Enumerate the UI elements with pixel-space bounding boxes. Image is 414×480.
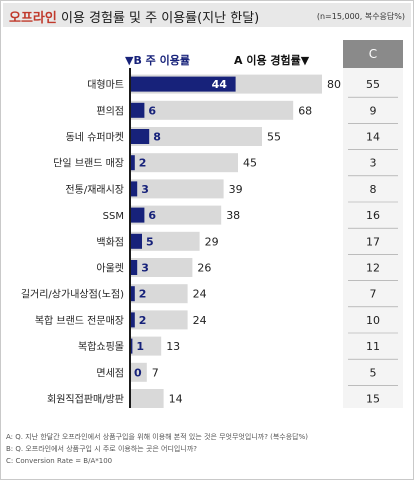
b-bar xyxy=(130,260,138,275)
category-label: 길거리/상가내상점(노점) xyxy=(21,288,124,301)
a-value-label: 68 xyxy=(298,104,312,117)
category-label: 전통/재래시장 xyxy=(65,184,124,196)
a-bar xyxy=(130,389,164,408)
a-bar xyxy=(130,258,193,277)
a-value-label: 55 xyxy=(267,131,281,144)
c-value-label: 12 xyxy=(366,262,380,275)
a-value-label: 80 xyxy=(327,78,341,91)
a-value-label: 7 xyxy=(152,366,159,379)
a-bar xyxy=(130,336,162,356)
a-value-label: 13 xyxy=(166,340,180,353)
category-label: SSM xyxy=(103,211,124,222)
c-value-label: 17 xyxy=(366,235,380,248)
a-bar xyxy=(130,179,224,199)
b-value-label: 2 xyxy=(139,157,147,170)
footer-notes: A: Q. 지난 한달간 오프라인에서 상품구입을 위해 이용해 본적 있는 것… xyxy=(6,431,308,467)
b-value-label: 8 xyxy=(153,131,161,144)
footer-note-a: A: Q. 지난 한달간 오프라인에서 상품구입을 위해 이용해 본적 있는 것… xyxy=(6,433,309,441)
b-bar xyxy=(130,102,145,118)
c-value-label: 11 xyxy=(366,340,380,353)
category-label: 회원직접판매/방판 xyxy=(47,394,124,406)
b-value-label: 2 xyxy=(139,288,147,301)
a-bar xyxy=(130,310,188,330)
c-value-label: 15 xyxy=(366,393,380,406)
c-value-label: 16 xyxy=(366,209,380,222)
a-value-label: 24 xyxy=(193,314,207,327)
b-value-label: 44 xyxy=(212,78,228,91)
a-value-label: 14 xyxy=(169,393,183,406)
b-bar xyxy=(130,129,150,144)
title-rest: 이용 경험률 및 주 이용률(지난 한달) xyxy=(60,11,260,26)
b-bar xyxy=(130,181,138,197)
category-label: 복합쇼핑몰 xyxy=(78,341,124,353)
a-bar xyxy=(130,205,222,225)
a-value-label: 39 xyxy=(229,183,243,196)
a-value-label: 45 xyxy=(243,157,257,170)
category-label: 백화점 xyxy=(96,236,124,248)
legend-b-label: ▼B 주 이용률 xyxy=(125,54,190,67)
axis-divider xyxy=(129,68,131,408)
category-label: 단일 브랜드 매장 xyxy=(53,158,124,170)
a-bar xyxy=(130,362,147,382)
footer-note-c: C: Conversion Rate = B/A*100 xyxy=(6,457,113,465)
c-value-label: 10 xyxy=(366,314,380,327)
sample-note: (n=15,000, 복수응답%) xyxy=(316,12,405,21)
b-value-label: 2 xyxy=(139,314,147,327)
category-label: 동네 슈퍼마켓 xyxy=(66,132,124,144)
a-value-label: 38 xyxy=(226,209,240,222)
a-value-label: 29 xyxy=(205,235,219,248)
category-label: 면세점 xyxy=(96,367,124,379)
c-column-header: C xyxy=(343,40,403,68)
a-bar xyxy=(130,153,238,173)
c-value-label: 55 xyxy=(366,78,380,91)
c-value-label: 14 xyxy=(366,131,380,144)
b-value-label: 3 xyxy=(141,183,149,196)
b-bar xyxy=(130,76,236,92)
category-label: 편의점 xyxy=(96,105,124,117)
a-bar xyxy=(130,127,262,146)
b-bar xyxy=(130,233,142,249)
b-bar xyxy=(130,286,135,302)
title-bar: 오프라인 이용 경험률 및 주 이용률(지난 한달) (n=15,000, 복수… xyxy=(3,3,411,27)
a-bar xyxy=(130,100,294,120)
b-value-label: 1 xyxy=(136,340,144,353)
b-bar xyxy=(130,312,135,328)
category-label: 아울렛 xyxy=(96,263,124,275)
legend-a-label: A 이용 경험률▼ xyxy=(234,54,310,67)
c-value-label: 3 xyxy=(370,157,377,170)
title-highlight: 오프라인 xyxy=(9,11,57,26)
b-value-label: 3 xyxy=(141,262,149,275)
b-value-label: 0 xyxy=(134,366,142,379)
b-value-label: 6 xyxy=(148,209,156,222)
b-bar xyxy=(130,338,133,354)
c-value-label: 7 xyxy=(370,288,377,301)
b-bar xyxy=(130,155,135,171)
b-value-label: 6 xyxy=(148,104,156,117)
a-bar xyxy=(130,284,188,304)
footer-note-b: B: Q. 오프라인에서 상품구입 시 주로 이용하는 곳은 어디입니까? xyxy=(6,445,197,453)
a-value-label: 26 xyxy=(197,262,211,275)
b-value-label: 5 xyxy=(146,235,154,248)
c-value-label: 8 xyxy=(370,183,377,196)
c-value-label: 9 xyxy=(370,104,377,117)
c-value-label: 5 xyxy=(370,366,377,379)
category-label: 대형마트 xyxy=(87,79,124,91)
category-label: 복합 브랜드 전문매장 xyxy=(35,315,124,327)
c-column-panel xyxy=(343,68,403,408)
chart-title: 오프라인 이용 경험률 및 주 이용률(지난 한달) xyxy=(9,7,259,26)
a-bar xyxy=(130,231,200,251)
b-bar xyxy=(130,207,145,223)
a-value-label: 24 xyxy=(193,288,207,301)
